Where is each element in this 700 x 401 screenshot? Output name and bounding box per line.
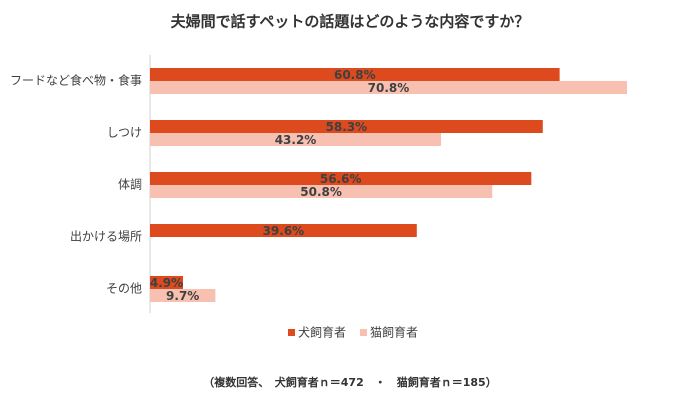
value-label: 56.6%: [320, 172, 362, 186]
value-label: 50.8%: [300, 185, 342, 199]
bar: [150, 172, 532, 185]
legend-label: 猫飼育者: [370, 325, 418, 340]
value-label: 70.8%: [368, 81, 410, 95]
bar: [150, 81, 627, 94]
bar: [150, 120, 543, 133]
bar: [150, 276, 184, 289]
bar: [150, 185, 493, 198]
category-label: 出かける場所: [70, 230, 142, 244]
bar: [150, 68, 560, 81]
footnote: （複数回答、 犬飼育者ｎ＝472 ・ 猫飼育者ｎ＝185）: [203, 375, 496, 389]
chart-title: 夫婦間で話すペットの話題はどのような内容ですか？: [171, 13, 530, 31]
category-label: フードなど食べ物・食事: [10, 73, 142, 88]
category-label: 体調: [118, 178, 142, 192]
value-label: 58.3%: [326, 120, 368, 134]
legend-swatch: [288, 329, 295, 336]
value-label: 43.2%: [275, 133, 317, 147]
legend-label: 犬飼育者: [298, 325, 346, 340]
category-label: しつけ: [107, 126, 142, 140]
category-label: その他: [106, 282, 142, 296]
value-label: 60.8%: [334, 68, 376, 82]
value-label: 9.7%: [166, 289, 199, 303]
bar: [150, 289, 216, 302]
value-label: 39.6%: [263, 224, 305, 238]
bar: [150, 224, 417, 237]
value-label: 4.9%: [150, 276, 183, 290]
bar: [150, 133, 442, 146]
legend-swatch: [360, 329, 367, 336]
